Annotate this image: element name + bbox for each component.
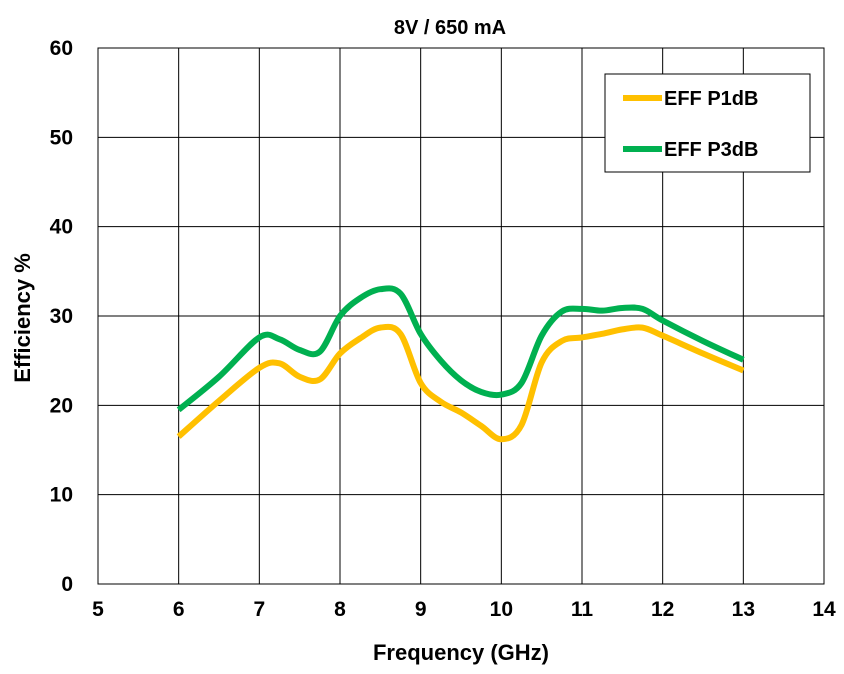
y-tick-label: 60 xyxy=(50,37,73,60)
legend-box xyxy=(604,73,811,173)
y-tick-label: 10 xyxy=(50,484,73,507)
legend-label: EFF P1dB xyxy=(664,88,758,110)
x-tick-label: 7 xyxy=(253,598,265,621)
x-tick-label: 10 xyxy=(490,598,513,621)
legend: EFF P1dB EFF P3dB xyxy=(604,73,811,173)
x-tick-label: 11 xyxy=(571,598,594,621)
y-tick-label: 0 xyxy=(61,573,73,596)
x-axis-label: Frequency (GHz) xyxy=(373,640,549,665)
y-tick-label: 20 xyxy=(50,394,73,417)
series-line-eff-p1db xyxy=(176,323,745,443)
chart-title: 8V / 650 mA xyxy=(394,17,506,39)
x-tick-label: 5 xyxy=(92,598,104,621)
series-lines xyxy=(176,285,745,443)
y-tick-label: 40 xyxy=(50,216,73,239)
x-axis-ticks: 5 6 7 8 9 10 11 12 13 14 xyxy=(92,598,836,621)
x-tick-label: 13 xyxy=(732,598,755,621)
y-tick-label: 50 xyxy=(50,126,73,149)
y-tick-label: 30 xyxy=(50,305,73,328)
x-tick-label: 6 xyxy=(173,598,185,621)
y-axis-label: Efficiency % xyxy=(10,253,35,383)
y-axis-ticks: 0 10 20 30 40 50 60 xyxy=(50,37,73,596)
x-tick-label: 8 xyxy=(334,598,346,621)
x-tick-label: 9 xyxy=(415,598,427,621)
x-tick-label: 14 xyxy=(812,598,836,621)
series-line-eff-p3db xyxy=(176,285,745,413)
plot-area xyxy=(97,47,825,585)
x-tick-label: 12 xyxy=(651,598,674,621)
legend-label: EFF P3dB xyxy=(664,139,758,161)
